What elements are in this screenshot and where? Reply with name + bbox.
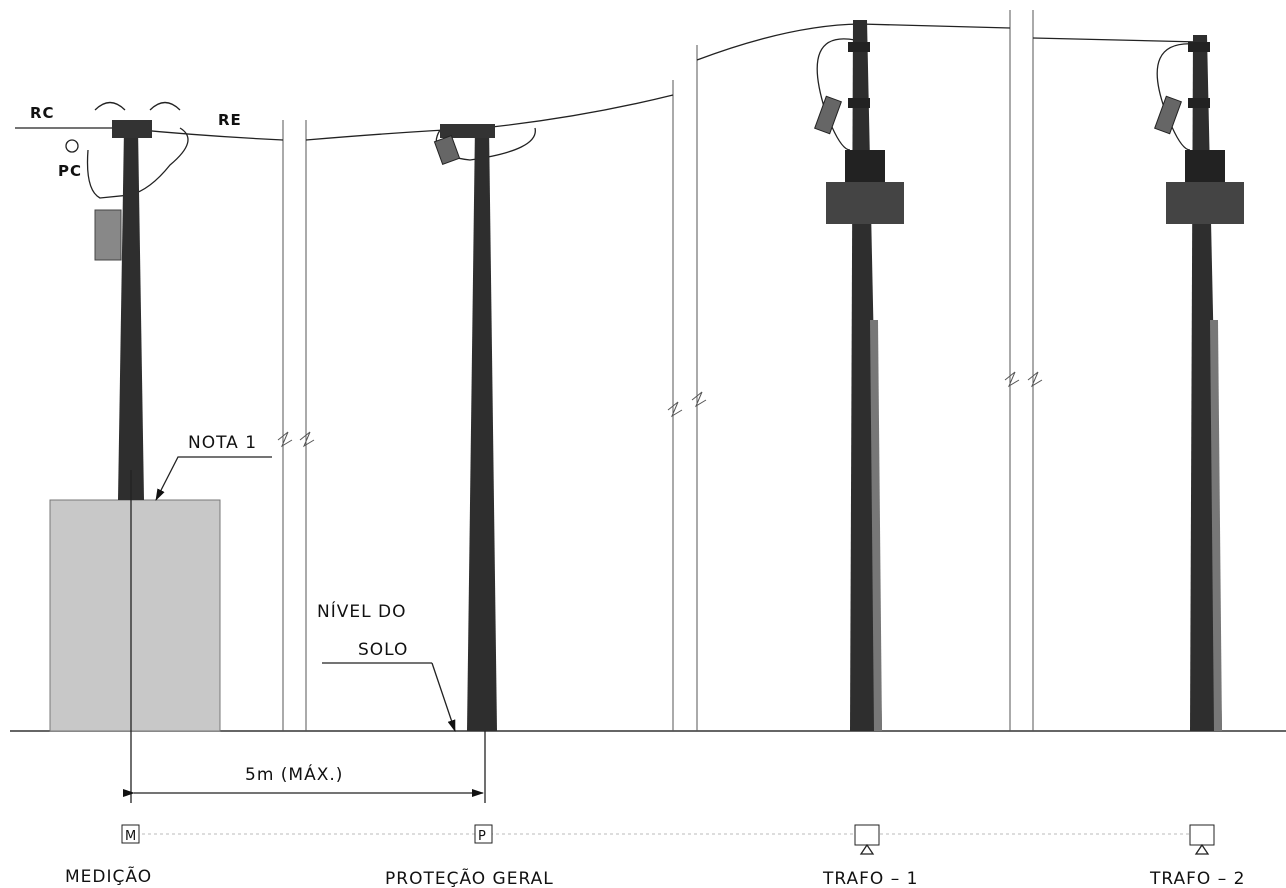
unit-symbol: P [478, 829, 486, 844]
unit-label: PROTEÇÃO GERAL [385, 867, 554, 888]
wires [15, 23, 1201, 199]
drawing-part [696, 23, 1011, 61]
drawing-part [667, 401, 683, 418]
drawing-part [691, 391, 707, 408]
break-marks [277, 10, 1043, 731]
drawing-part [86, 101, 189, 199]
label-re: RE [218, 111, 242, 129]
drawing-part [277, 431, 293, 448]
drawing-part [118, 128, 144, 500]
drawing-part [112, 120, 152, 138]
unit-symbol: M [125, 829, 136, 844]
drawing-part [848, 42, 870, 52]
drawing-part [1188, 42, 1210, 52]
label-pc: PC [58, 162, 82, 180]
unit-box [121, 824, 140, 844]
unit-label: MEDIÇÃO [65, 865, 152, 887]
drawing-part [440, 124, 495, 138]
label-rc: RC [30, 104, 55, 122]
drawing-part [1032, 37, 1201, 43]
drawing-part [1210, 320, 1222, 731]
pc-symbol [65, 139, 79, 153]
meter-box [49, 499, 221, 732]
drawing-part [1185, 150, 1225, 182]
unit-box [474, 824, 493, 844]
drawing-part [1027, 371, 1043, 388]
drawing-part [1166, 182, 1244, 224]
drawing-part [826, 182, 904, 224]
unit-box [1189, 824, 1215, 846]
drawing-part [299, 431, 315, 448]
unit-label: TRAFO – 1 [822, 869, 918, 888]
note-1: NOTA 1 [188, 433, 257, 453]
note-leader [155, 456, 272, 501]
drawing-part [1154, 95, 1182, 135]
drawing-part [848, 98, 870, 108]
drawing-part [816, 38, 1196, 151]
drawing-part [870, 320, 882, 731]
poles [94, 20, 1244, 731]
unit-box [854, 824, 880, 846]
drawing-part [467, 125, 497, 731]
drawing-part [845, 150, 885, 182]
drawing-part [433, 135, 461, 165]
drawing-part [1188, 98, 1210, 108]
drawing-part [814, 95, 842, 135]
drawing-part [94, 209, 122, 261]
trafo-symbol [1194, 843, 1210, 855]
ground-label-1: NÍVEL DO [317, 600, 406, 622]
trafo-symbol [859, 843, 875, 855]
unit-label: TRAFO – 2 [1149, 869, 1245, 888]
ground-leader-b [431, 662, 456, 732]
ground-label-2: SOLO [358, 640, 408, 660]
dimension-text: 5m (MÁX.) [245, 763, 343, 785]
drawing-part [1004, 371, 1020, 388]
